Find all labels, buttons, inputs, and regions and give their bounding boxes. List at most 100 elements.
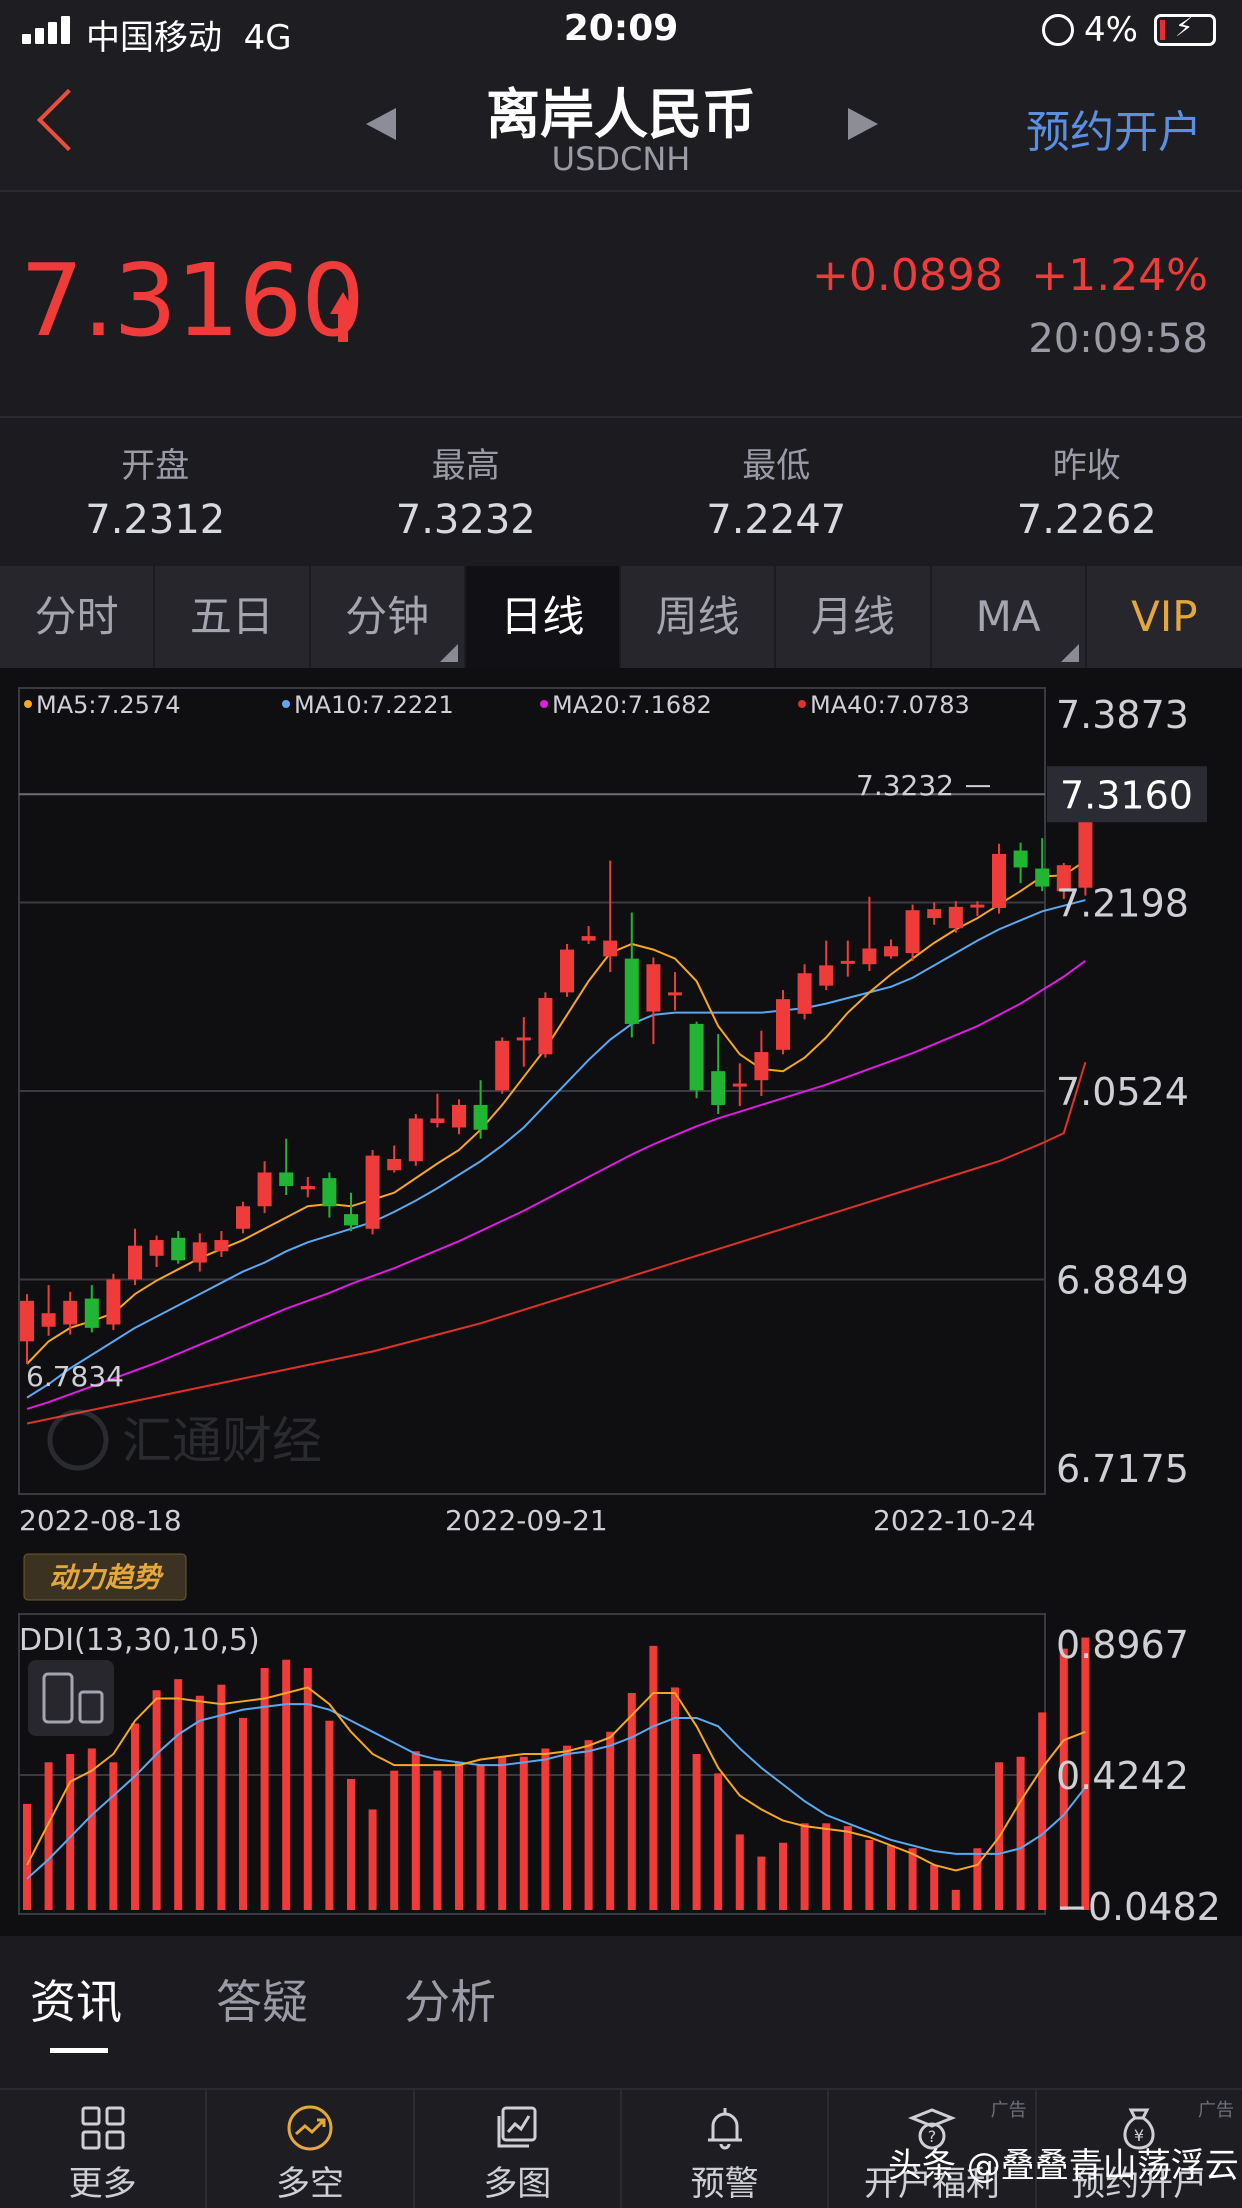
current-price-tag: 7.3160 xyxy=(1060,773,1193,817)
stats-row: 开盘 7.2312 最高 7.3232 最低 7.2247 昨收 7.2262 xyxy=(0,420,1242,564)
account-bonus-button[interactable]: 广告 ? 开户福利 xyxy=(829,2090,1037,2208)
current-price-box xyxy=(1047,766,1207,823)
candle-body xyxy=(192,1242,207,1263)
ddi-bar xyxy=(433,1770,442,1910)
tab-analysis[interactable]: 分析 xyxy=(404,1975,496,2029)
stat-open: 开盘 7.2312 xyxy=(0,420,311,564)
watermark-text: 汇通财经 xyxy=(122,1412,322,1470)
y-tick: −0.0482 xyxy=(1056,1885,1221,1929)
ddi-bar xyxy=(973,1848,982,1910)
candle-body xyxy=(106,1279,121,1325)
x-tick: 2022-10-24 xyxy=(873,1504,1036,1537)
up-arrow-icon xyxy=(330,292,356,342)
legend-dot-ma10 xyxy=(282,700,290,708)
low-annotation: 6.7834 xyxy=(26,1360,124,1393)
ddi-bar xyxy=(649,1645,658,1910)
ddi-bar xyxy=(714,1773,723,1910)
legend-ma10: MA10:7.2221 xyxy=(294,691,454,719)
carrier-name: 中国移动 xyxy=(86,18,222,58)
y-tick: 0.8967 xyxy=(1056,1623,1189,1667)
y-tick: 0.4242 xyxy=(1056,1754,1189,1798)
candle-body xyxy=(538,998,553,1055)
tab-daily[interactable]: 日线 xyxy=(465,566,621,668)
candle-body xyxy=(732,1083,747,1087)
candle-body xyxy=(884,946,898,957)
more-button[interactable]: 更多 xyxy=(0,2090,208,2208)
tab-news[interactable]: 资讯 xyxy=(30,1975,122,2029)
y-tick: 7.3873 xyxy=(1056,693,1189,737)
tab-weekly[interactable]: 周线 xyxy=(621,566,777,668)
candle-body xyxy=(41,1313,56,1327)
ddi-bar xyxy=(390,1770,399,1910)
orientation-lock-icon xyxy=(1042,14,1074,46)
graduation-question-icon: ? xyxy=(907,2108,956,2150)
ma5-line xyxy=(26,859,1086,1365)
tab-five-day[interactable]: 五日 xyxy=(155,566,311,668)
watermark-logo-icon xyxy=(47,1409,109,1471)
network-type: 4G xyxy=(243,18,292,58)
candle-body xyxy=(646,964,661,1012)
candles xyxy=(20,786,1093,1364)
stat-label: 最低 xyxy=(742,446,811,486)
tab-monthly[interactable]: 月线 xyxy=(776,566,932,668)
tab-intraday[interactable]: 分时 xyxy=(0,566,156,668)
alert-button[interactable]: 预警 xyxy=(622,2090,830,2208)
ddi-bar xyxy=(843,1826,852,1910)
tab-minute[interactable]: 分钟 xyxy=(311,566,466,668)
tab-qa[interactable]: 答疑 xyxy=(216,1975,308,2029)
ddi-bar xyxy=(44,1762,53,1910)
ddi-bar xyxy=(476,1765,485,1910)
symbol-code: USDCNH xyxy=(551,140,691,178)
tab-ma-label: MA xyxy=(975,592,1041,641)
tool-label: 预警 xyxy=(690,2164,759,2204)
candle-body xyxy=(862,948,877,965)
x-tick: 2022-08-18 xyxy=(19,1504,182,1537)
ddi-bar xyxy=(735,1834,744,1910)
candle-body xyxy=(797,973,812,1014)
multi-chart-button[interactable]: 多图 xyxy=(415,2090,622,2208)
ddi-bar xyxy=(23,1803,31,1910)
ddi-bar xyxy=(822,1823,831,1910)
ddi-bars xyxy=(23,1637,1090,1910)
open-account-link[interactable]: 预约开户 xyxy=(1026,107,1202,158)
candle-body xyxy=(279,1172,294,1187)
candle-body xyxy=(63,1300,78,1325)
tab-vip[interactable]: VIP xyxy=(1131,592,1198,641)
chart-area[interactable]: 汇通财经 MA5:7.2574 MA10:7.2221 MA20:7.1682 … xyxy=(0,668,1242,1936)
rotate-screen-button[interactable] xyxy=(28,1660,114,1736)
candle-body xyxy=(819,965,834,986)
ddi-bar xyxy=(541,1748,550,1910)
ddi-bar xyxy=(779,1842,787,1910)
candle-body xyxy=(754,1052,769,1081)
candle-body xyxy=(1013,850,1028,868)
prev-symbol-icon[interactable] xyxy=(366,108,396,140)
status-time: 20:09 xyxy=(563,8,679,49)
ddi-bar xyxy=(800,1823,809,1910)
price-change-percent: +1.24% xyxy=(1031,250,1208,301)
kline-chart[interactable]: 汇通财经 MA5:7.2574 MA10:7.2221 MA20:7.1682 … xyxy=(0,668,1242,1936)
svg-text:¥: ¥ xyxy=(1134,2126,1144,2145)
tab-ma[interactable]: MA xyxy=(932,566,1087,668)
ddi-bar xyxy=(411,1751,420,1910)
book-account-button[interactable]: 广告 ¥ 预约开户 xyxy=(1037,2090,1242,2208)
candle-body xyxy=(236,1206,250,1229)
ddi-bar xyxy=(757,1856,766,1910)
dropdown-corner-icon xyxy=(439,644,458,662)
candle-body xyxy=(1056,865,1071,892)
ddi-bar xyxy=(865,1839,874,1910)
indicator-badge[interactable]: 动力趋势 xyxy=(23,1553,187,1601)
stat-value: 7.2247 xyxy=(706,497,847,543)
next-symbol-icon[interactable] xyxy=(848,108,878,140)
candle-body xyxy=(560,949,574,993)
long-short-button[interactable]: 多空 xyxy=(207,2090,415,2208)
ddi-lines xyxy=(26,1686,1087,1880)
trend-circle-icon xyxy=(287,2105,333,2151)
stat-prev-close: 昨收 7.2262 xyxy=(932,420,1242,564)
legend-ma5: MA5:7.2574 xyxy=(36,691,180,719)
tool-label: 多图 xyxy=(483,2164,552,2204)
ddi-bar xyxy=(455,1762,463,1910)
ddi-bar xyxy=(908,1848,917,1910)
ddi-bar xyxy=(606,1731,615,1910)
ad-tag: 广告 xyxy=(1197,2100,1234,2121)
status-bar: 中国移动 4G 20:09 4% xyxy=(0,0,1242,60)
